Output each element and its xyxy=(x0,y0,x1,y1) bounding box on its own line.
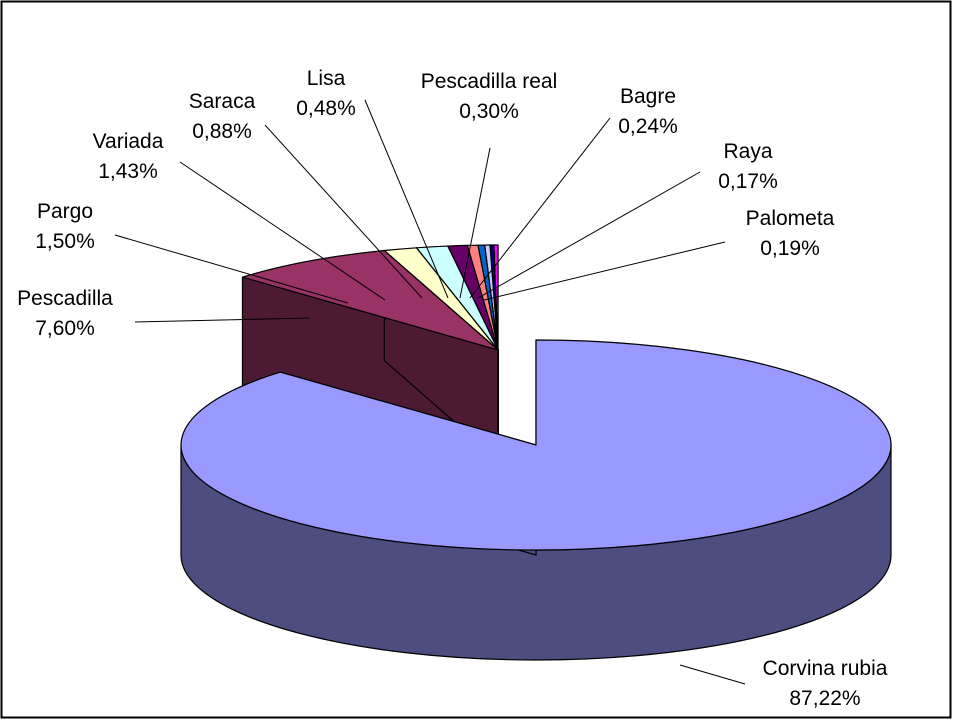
slice-label-raya-name: Raya xyxy=(723,140,772,163)
main-slice-group xyxy=(180,339,892,661)
slice-label-pescadilla-real-name: Pescadilla real xyxy=(421,70,558,93)
slice-label-palometa: Palometa 0,19% xyxy=(746,207,835,260)
slice-label-saraca-percent: 0,88% xyxy=(192,120,252,143)
leader-line-lisa xyxy=(364,99,449,299)
slice-label-pargo: Pargo 1,50% xyxy=(35,200,95,253)
leader-line-raya xyxy=(477,171,701,299)
slice-label-pescadilla-name: Pescadilla xyxy=(17,287,113,310)
slice-label-bagre: Bagre 0,24% xyxy=(618,85,678,138)
slice-label-pescadilla: Pescadilla 7,60% xyxy=(17,287,113,340)
slice-label-bagre-name: Bagre xyxy=(620,85,676,108)
leader-line-pescadilla-real xyxy=(459,147,491,299)
leader-line-variada xyxy=(179,161,386,301)
slice-label-corvina-rubia: Corvina rubia 87,22% xyxy=(763,657,888,710)
slice-label-raya-percent: 0,17% xyxy=(718,170,778,193)
leader-line-saraca xyxy=(264,124,423,299)
slice-label-lisa: Lisa 0,48% xyxy=(296,67,356,120)
slice-label-lisa-name: Lisa xyxy=(307,67,346,90)
slice-label-variada-percent: 1,43% xyxy=(98,160,158,183)
slice-label-palometa-name: Palometa xyxy=(746,207,835,230)
slice-label-saraca: Saraca 0,88% xyxy=(189,90,256,143)
slice-label-variada-name: Variada xyxy=(93,130,164,153)
slice-label-saraca-name: Saraca xyxy=(189,90,256,113)
slice-label-raya: Raya 0,17% xyxy=(718,140,778,193)
slice-label-corvina-rubia-name: Corvina rubia xyxy=(763,657,888,680)
leader-line-pescadilla xyxy=(134,317,311,323)
slice-label-pescadilla-percent: 7,60% xyxy=(35,317,95,340)
slice-label-bagre-percent: 0,24% xyxy=(618,115,678,138)
slice-label-palometa-percent: 0,19% xyxy=(760,237,820,260)
leader-lines-group xyxy=(114,99,746,685)
slice-label-variada: Variada 1,43% xyxy=(93,130,164,183)
slice-label-pescadilla-real-percent: 0,30% xyxy=(459,100,519,123)
slice-label-pescadilla-real: Pescadilla real 0,30% xyxy=(421,70,558,123)
slice-pescadilla xyxy=(241,249,499,351)
labels-group: Corvina rubia 87,22%Pescadilla 7,60%Pargo 1… xyxy=(17,67,888,710)
slice-label-corvina-rubia-percent: 87,22% xyxy=(789,687,860,710)
leader-line-bagre xyxy=(469,117,611,299)
small-slices-group xyxy=(241,244,499,461)
leader-line-palometa xyxy=(483,241,726,301)
slice-corvina-rubia xyxy=(180,339,892,551)
leader-line-pargo xyxy=(114,234,349,304)
slice-label-pargo-percent: 1,50% xyxy=(35,230,95,253)
slice-label-lisa-percent: 0,48% xyxy=(296,97,356,120)
slice-label-pargo-name: Pargo xyxy=(37,200,93,223)
leader-line-corvina-rubia xyxy=(679,664,746,685)
